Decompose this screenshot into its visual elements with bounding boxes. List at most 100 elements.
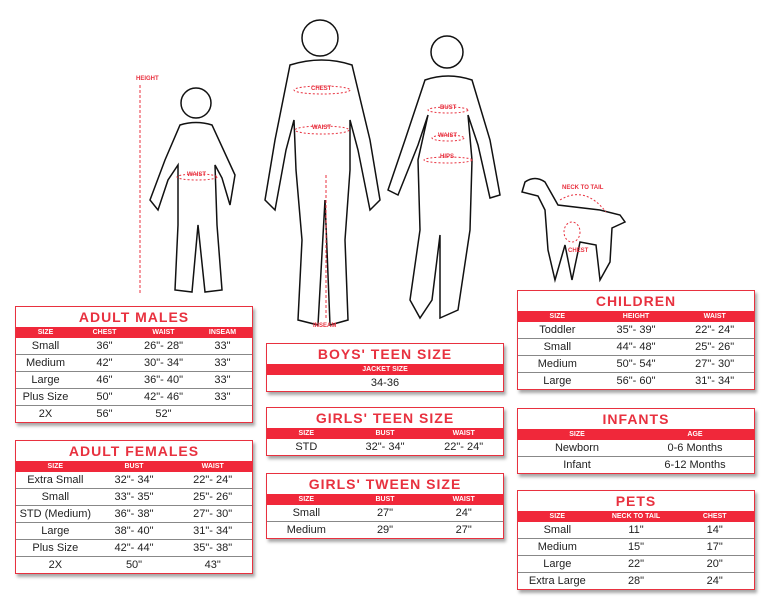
column-header: SIZE — [549, 513, 566, 520]
table-header: SIZE BUST WAIST — [267, 428, 503, 439]
table-row: Extra Small 32"- 34" 22"- 24" — [16, 472, 252, 488]
column-header: SIZE — [298, 430, 315, 437]
table-header: SIZE HEIGHT WAIST — [518, 311, 754, 322]
table-cell: 29" — [376, 524, 394, 536]
column-header: SIZE — [298, 496, 315, 503]
table-header: SIZE BUST WAIST — [16, 461, 252, 472]
column-header: BUST — [375, 496, 395, 503]
table-row: Medium 15" 17" — [518, 538, 754, 555]
table-cell: 44"- 48" — [616, 341, 656, 353]
table-cell: 2X — [38, 408, 53, 420]
pets-table: PETS SIZE NECK TO TAIL CHEST Small 11" 14" Medi… — [517, 490, 755, 590]
table-cell: 36"- 38" — [114, 508, 154, 520]
table-cell: Large — [543, 375, 572, 387]
table-cell: 38"- 40" — [114, 525, 154, 537]
column-header: SIZE — [37, 329, 54, 336]
table-row: Small 36" 26"- 28" 33" — [16, 338, 252, 354]
table-row: Plus Size 50" 42"- 46" 33" — [16, 388, 252, 405]
waist-label: WAIST — [187, 172, 206, 178]
table-row: Large 56"- 60" 31"- 34" — [518, 372, 754, 389]
table-cell: 50" — [125, 559, 143, 571]
table-cell: 25"- 26" — [695, 341, 735, 353]
table-cell: 33"- 35" — [114, 491, 154, 503]
table-cell: 22"- 24" — [695, 324, 735, 336]
table-cell: 52" — [155, 408, 172, 420]
table-cell: 25"- 26" — [193, 491, 233, 503]
body-figures: HEIGHT WAIST CHEST WAIST INSEAM BUST WAI… — [136, 19, 627, 329]
table-row: Medium 42" 30"- 34" 33" — [16, 354, 252, 371]
chest-label: CHEST — [568, 248, 589, 254]
column-header: CHEST — [702, 513, 727, 520]
waist-label: WAIST — [438, 133, 457, 139]
table-header: SIZE BUST WAIST — [267, 494, 503, 505]
table-title: BOYS' TEEN SIZE — [317, 346, 453, 362]
table-title: CHILDREN — [595, 293, 677, 309]
table-cell: 33" — [214, 391, 231, 403]
table-cell: 35"- 39" — [616, 324, 656, 336]
table-row: Medium 29" 27" — [267, 521, 503, 538]
table-cell: Plus Size — [32, 542, 79, 554]
table-row: STD (Medium) 36"- 38" 27"- 30" — [16, 505, 252, 522]
table-cell: 11" — [628, 524, 644, 536]
table-cell: 22"- 24" — [444, 441, 484, 453]
table-cell: Small — [292, 507, 321, 519]
table-cell: 28" — [627, 575, 645, 587]
column-header: WAIST — [201, 463, 224, 470]
table-cell: Newborn — [554, 442, 600, 454]
table-cell: 20" — [706, 558, 723, 570]
table-row: Small 27" 24" — [267, 505, 503, 521]
table-cell: 43" — [204, 559, 221, 571]
table-cell: Medium — [537, 541, 577, 553]
child-figure — [149, 87, 236, 293]
column-header: NECK TO TAIL — [611, 513, 661, 520]
table-title: GIRLS' TEEN SIZE — [315, 410, 455, 426]
table-row: Large 38"- 40" 31"- 34" — [16, 522, 252, 539]
table-cell: 34-36 — [370, 377, 400, 389]
table-row: Medium 50"- 54" 27"- 30" — [518, 355, 754, 372]
table-title: ADULT MALES — [78, 309, 190, 325]
table-cell: 24" — [706, 575, 723, 587]
table-cell: 26"- 28" — [144, 340, 183, 352]
table-row: Infant 6-12 Months — [518, 456, 754, 473]
table-cell: 31"- 34" — [193, 525, 233, 537]
boys-teen-table: BOYS' TEEN SIZE JACKET SIZE 34-36 — [266, 343, 504, 392]
table-cell: 33" — [214, 374, 231, 386]
table-cell: 33" — [214, 357, 231, 369]
table-cell: 27"- 30" — [695, 358, 735, 370]
table-cell: 42" — [96, 357, 113, 369]
column-header: SIZE — [549, 313, 566, 320]
table-cell: Extra Large — [528, 575, 586, 587]
table-title: ADULT FEMALES — [68, 443, 200, 459]
table-cell: 56"- 60" — [616, 375, 656, 387]
column-header: CHEST — [92, 329, 117, 336]
table-row: STD 32"- 34" 22"- 24" — [267, 439, 503, 455]
column-header: SIZE — [569, 431, 585, 438]
table-header: SIZE AGE — [518, 429, 754, 440]
table-cell: 30"- 34" — [144, 357, 183, 369]
table-cell: 35"- 38" — [193, 542, 233, 554]
table-row: Extra Large 28" 24" — [518, 572, 754, 589]
column-header: INSEAM — [208, 329, 237, 336]
table-cell: Infant — [563, 459, 591, 471]
hips-label: HIPS — [440, 154, 454, 160]
table-cell: Plus Size — [22, 391, 69, 403]
woman-figure — [387, 35, 501, 320]
column-header: AGE — [687, 431, 703, 438]
table-cell: 22" — [627, 558, 645, 570]
table-cell: Medium — [537, 358, 577, 370]
girls-teen-table: GIRLS' TEEN SIZE SIZE BUST WAIST STD 32"- 34"… — [266, 407, 504, 456]
table-title: GIRLS' TWEEN SIZE — [308, 476, 462, 492]
column-header: BUST — [124, 463, 144, 470]
table-cell: 36" — [96, 340, 113, 352]
table-title: PETS — [615, 493, 657, 509]
table-cell: Large — [543, 558, 572, 570]
table-row: Large 22" 20" — [518, 555, 754, 572]
column-header: BUST — [375, 430, 395, 437]
table-cell: 15" — [627, 541, 645, 553]
chest-label: CHEST — [311, 86, 332, 92]
table-cell: STD — [295, 441, 318, 453]
height-label: HEIGHT — [136, 76, 159, 82]
man-figure — [264, 19, 381, 326]
column-header: WAIST — [703, 313, 726, 320]
table-row: Small 33"- 35" 25"- 26" — [16, 488, 252, 505]
